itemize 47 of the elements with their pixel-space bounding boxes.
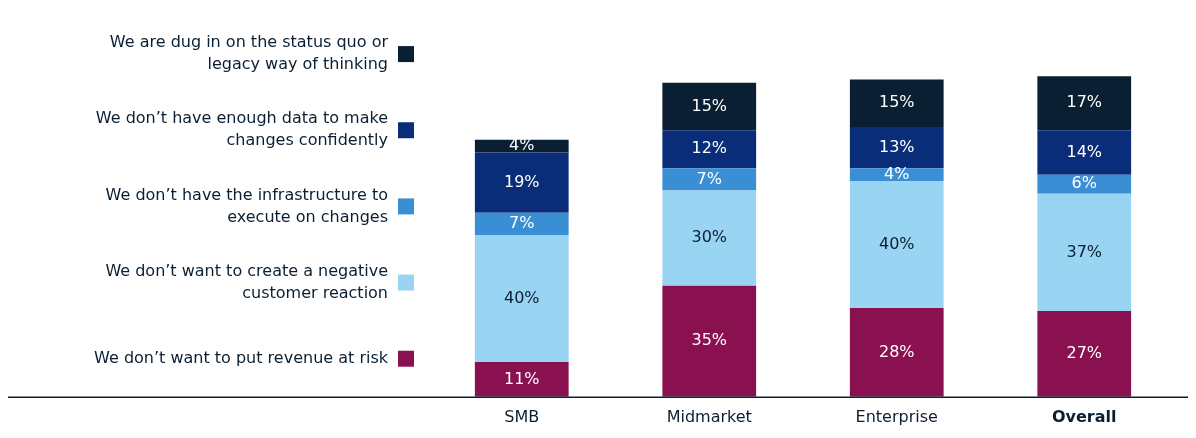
bar — [662, 130, 757, 169]
data-label: 11% — [503, 368, 540, 388]
legend-label: We are dug in on the status quo or legacy way of thinking — [109, 32, 389, 74]
x-tick-label: Midmarket — [666, 406, 752, 426]
data-label: 14% — [1066, 141, 1103, 161]
data-label: 7% — [696, 168, 722, 188]
x-tick-label: Overall — [1051, 406, 1117, 426]
bar — [1037, 174, 1132, 194]
data-label: 40% — [503, 287, 540, 307]
bar — [1037, 76, 1132, 131]
data-label: 7% — [509, 213, 535, 233]
data-label: 27% — [1066, 343, 1103, 363]
bar — [1037, 193, 1132, 312]
legend-label: We don’t want to put revenue at risk — [94, 347, 389, 367]
data-label: 17% — [1066, 92, 1103, 112]
bar — [474, 152, 569, 213]
bar — [849, 168, 944, 182]
bar — [849, 79, 944, 128]
data-label: 12% — [691, 138, 728, 158]
data-label: 13% — [878, 136, 915, 156]
bar — [662, 285, 757, 397]
data-label: 4% — [884, 163, 910, 183]
data-label: 15% — [878, 92, 915, 112]
legend-label: We don’t have the infrastructure to execute on changes — [105, 184, 388, 226]
data-label: 28% — [878, 341, 915, 361]
bar — [474, 212, 569, 235]
bar — [662, 168, 757, 191]
bar — [662, 190, 757, 286]
legend-label: We don’t have enough data to make changes confidently — [95, 108, 388, 150]
data-label: 35% — [691, 330, 728, 350]
bar — [1037, 311, 1132, 397]
bar — [849, 181, 944, 308]
data-label: 6% — [1071, 173, 1097, 193]
data-label: 40% — [878, 233, 915, 253]
x-tick-label: Enterprise — [855, 406, 938, 426]
data-label: 37% — [1066, 241, 1103, 261]
bar — [1037, 130, 1132, 175]
legend-label: We don’t want to create a negative customer reaction — [105, 260, 388, 302]
bar — [662, 82, 757, 131]
bar — [474, 234, 569, 362]
data-label: 15% — [691, 95, 728, 115]
bar — [474, 361, 569, 397]
bar — [849, 307, 944, 397]
bar — [849, 127, 944, 169]
data-label: 19% — [503, 171, 540, 191]
x-tick-label: SMB — [504, 406, 540, 426]
data-label: 30% — [691, 227, 728, 247]
